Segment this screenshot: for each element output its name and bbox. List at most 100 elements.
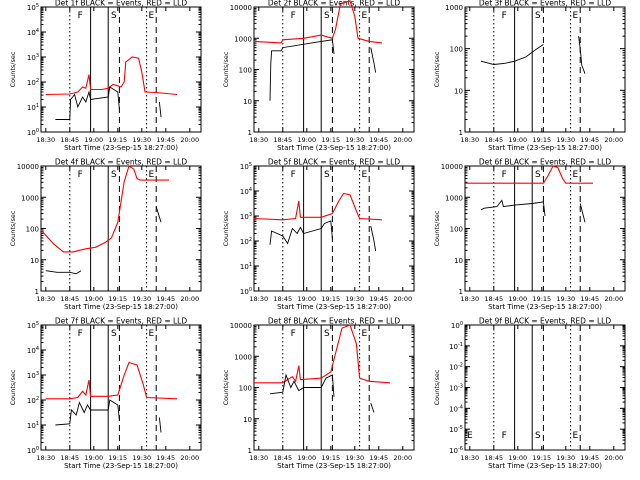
x-tick-label: 19:45: [156, 295, 175, 303]
y-tick-text: 100: [450, 46, 463, 54]
phase-label: F: [502, 431, 507, 441]
y-tick-label: 104: [240, 187, 252, 196]
y-tick-label: 100: [26, 226, 39, 234]
y-tick-text: 100: [450, 226, 463, 234]
y-tick-text: 10: [243, 98, 252, 106]
x-tick-label: 19:00: [297, 295, 316, 303]
y-tick-label: 10: [30, 257, 39, 265]
y-tick-text: 1: [35, 288, 39, 296]
x-tick-label: 18:30: [36, 295, 55, 303]
plot-frame: [40, 6, 202, 133]
y-tick-text: 102: [27, 396, 39, 405]
x-axis-label: Start Time (23-Sep-15 18:27:00): [64, 144, 178, 152]
detector-panel: Det 9f BLACK = Events, RED = LLD F S E E 18:3…: [433, 317, 626, 470]
x-tick-label: 19:00: [508, 136, 527, 144]
y-tick-text: 10000: [230, 322, 252, 330]
x-tick-label: 18:45: [484, 136, 503, 144]
x-tick-label: 18:45: [60, 454, 79, 462]
y-tick-text: 100: [240, 287, 252, 296]
x-tick-label: 18:30: [460, 136, 479, 144]
y-tick-label: 100: [240, 287, 252, 296]
x-tick-label: 19:30: [132, 295, 151, 303]
plot-frame: [464, 324, 626, 451]
plot-frame: [464, 165, 626, 292]
y-tick-label: 10000: [230, 322, 252, 330]
x-axis-label: Start Time (23-Sep-15 18:27:00): [277, 144, 391, 152]
x-tick-label: 18:45: [273, 136, 292, 144]
events-series-line: [578, 36, 586, 74]
y-tick-label: 101: [27, 103, 39, 112]
x-tick-label: 18:45: [273, 295, 292, 303]
y-tick-text: 10-4: [449, 404, 463, 413]
y-tick-label: 10000: [230, 4, 252, 12]
y-tick-text: 1000: [21, 194, 39, 202]
y-tick-text: 10: [30, 257, 39, 265]
x-tick-label: 18:45: [60, 295, 79, 303]
x-tick-label: 19:15: [532, 454, 551, 462]
y-tick-label: 101: [240, 262, 252, 271]
y-tick-text: 10-1: [449, 342, 463, 351]
y-tick-label: 10-2: [449, 363, 463, 372]
y-axis-label: Counts/sec: [222, 51, 230, 87]
phase-label: E: [149, 170, 155, 180]
y-tick-label: 102: [240, 237, 252, 246]
panel-title: Det 4f BLACK = Events, RED = LLD: [55, 158, 188, 167]
x-tick-label: 18:30: [249, 454, 268, 462]
panel-title: Det 2f BLACK = Events, RED = LLD: [268, 0, 401, 8]
detector-panel: Det 7f BLACK = Events, RED = LLD F S E 18:30…: [9, 317, 202, 470]
phase-label: S: [535, 170, 541, 180]
y-tick-label: 105: [27, 3, 39, 12]
x-tick-label: 18:30: [460, 295, 479, 303]
x-tick-label: 20:00: [180, 295, 199, 303]
y-axis-label: Counts/sec: [222, 369, 230, 405]
x-tick-label: 20:00: [393, 454, 412, 462]
plot-frame: [253, 6, 415, 133]
y-tick-text: 10-6: [449, 446, 463, 455]
x-tick-label: 19:30: [556, 136, 575, 144]
y-tick-label: 10-4: [449, 404, 463, 413]
y-tick-text: 1: [248, 129, 252, 137]
y-tick-label: 101: [27, 421, 39, 430]
plot-frame: [464, 6, 626, 133]
detector-panel: Det 5f BLACK = Events, RED = LLD F S E 18:30…: [222, 158, 415, 311]
phase-label: S: [111, 170, 117, 180]
lld-series-line: [253, 0, 383, 44]
x-tick-label: 19:45: [580, 295, 599, 303]
x-axis-label: Start Time (23-Sep-15 18:27:00): [64, 303, 178, 311]
x-tick-label: 18:45: [484, 295, 503, 303]
lld-series-line: [253, 192, 383, 221]
events-series-line: [45, 270, 82, 275]
detector-panel: Det 3f BLACK = Events, RED = LLD F S E 18:30…: [433, 0, 626, 152]
x-tick-label: 19:30: [132, 454, 151, 462]
x-tick-label: 19:30: [556, 454, 575, 462]
y-tick-text: 10-3: [449, 384, 463, 393]
x-axis-label: Start Time (23-Sep-15 18:27:00): [277, 303, 391, 311]
y-tick-label: 10-1: [449, 342, 463, 351]
phase-label: E: [573, 170, 579, 180]
y-tick-label: 100: [27, 128, 39, 137]
x-tick-label: 20:00: [180, 136, 199, 144]
y-tick-text: 103: [240, 212, 252, 221]
x-tick-label: 18:45: [273, 454, 292, 462]
x-tick-label: 19:45: [369, 454, 388, 462]
y-tick-text: 1000: [234, 35, 252, 43]
y-tick-text: 1000: [234, 353, 252, 361]
y-axis-label: Counts/sec: [433, 210, 441, 246]
y-tick-text: 101: [27, 103, 39, 112]
phase-label: S: [535, 431, 541, 441]
lld-series-line: [45, 361, 178, 400]
detector-panel: Det 1f BLACK = Events, RED = LLD F S E 18:30…: [9, 0, 202, 152]
phase-label: F: [78, 11, 83, 21]
y-tick-label: 1: [35, 288, 39, 296]
y-tick-label: 10000: [17, 163, 39, 171]
y-tick-text: 101: [240, 262, 252, 271]
x-tick-label: 18:45: [60, 136, 79, 144]
events-series-line: [370, 225, 377, 252]
y-tick-text: 105: [27, 321, 39, 330]
y-tick-label: 1000: [234, 353, 252, 361]
y-tick-text: 10: [454, 257, 463, 265]
panel-title: Det 1f BLACK = Events, RED = LLD: [55, 0, 188, 8]
events-series-line: [55, 86, 120, 120]
x-tick-label: 18:30: [249, 136, 268, 144]
